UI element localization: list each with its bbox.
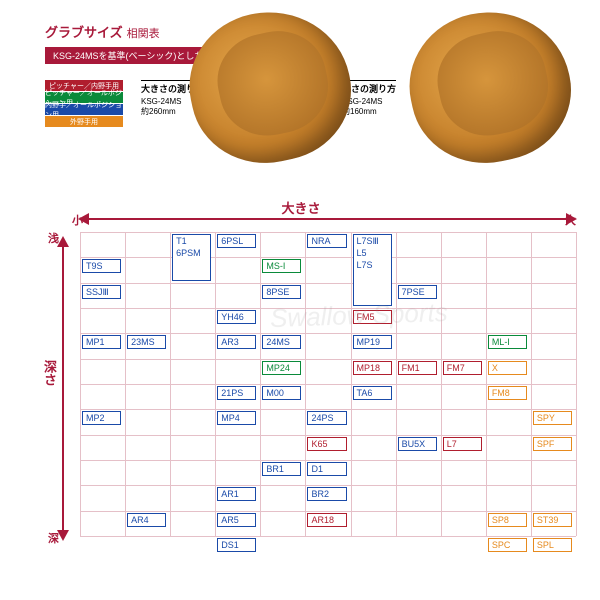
- chart-item: BU5X: [398, 437, 437, 451]
- chart-item: SSJⅢ: [82, 285, 121, 299]
- chart-item: 6PSL: [217, 234, 256, 248]
- chart-item: NRA: [307, 234, 346, 248]
- chart-item: D1: [307, 462, 346, 476]
- chart-item: SPC: [488, 538, 527, 552]
- legend-row: 外野手用: [45, 116, 123, 127]
- chart-item: DS1: [217, 538, 256, 552]
- glove-depth: [396, 0, 584, 177]
- chart-item: M00: [262, 386, 301, 400]
- chart-item: 21PS: [217, 386, 256, 400]
- chart-item: AR1: [217, 487, 256, 501]
- chart-item: FM1: [398, 361, 437, 375]
- chart-item: AR5: [217, 513, 256, 527]
- chart-item: AR3: [217, 335, 256, 349]
- chart-item: MP1: [82, 335, 121, 349]
- chart-item: BR1: [262, 462, 301, 476]
- measure-size-value: 約260mm: [141, 106, 176, 117]
- glove-size: [176, 0, 364, 177]
- chart-item: SPF: [533, 437, 572, 451]
- chart-item: BR2: [307, 487, 346, 501]
- x-arrow-right: [566, 213, 577, 225]
- chart-item: SPY: [533, 411, 572, 425]
- chart-item: TA6: [353, 386, 392, 400]
- x-axis-label: 大きさ: [281, 198, 320, 217]
- glove-images: [190, 12, 570, 162]
- chart-item: 24PS: [307, 411, 346, 425]
- chart-item: MP24: [262, 361, 301, 375]
- category-legend: ピッチャー／内野手用ピッチャー／オールポジション用内野手／オールポジション用外野…: [45, 80, 123, 127]
- chart-item: T9S: [82, 259, 121, 273]
- chart-item: FM7: [443, 361, 482, 375]
- chart-item: L7SⅢL5L7S: [353, 234, 392, 306]
- chart-item: 23MS: [127, 335, 166, 349]
- legend-row: 内野手／オールポジション用: [45, 104, 123, 115]
- legend-swatch: 外野手用: [45, 116, 123, 127]
- chart-item: 8PSE: [262, 285, 301, 299]
- chart-item: MP18: [353, 361, 392, 375]
- title-sub: 相関表: [127, 28, 160, 40]
- chart-item: L7: [443, 437, 482, 451]
- legend-swatch: 内野手／オールポジション用: [45, 104, 123, 115]
- chart-item: MP4: [217, 411, 256, 425]
- x-arrow-left: [78, 213, 89, 225]
- chart-item: T16PSM: [172, 234, 211, 281]
- chart-item: K65: [307, 437, 346, 451]
- chart-item: FM8: [488, 386, 527, 400]
- chart-item: MS-I: [262, 259, 301, 273]
- chart-item: MP19: [353, 335, 392, 349]
- y-axis-line: [62, 246, 64, 530]
- y-arrow-up: [57, 236, 69, 247]
- chart-item: 24MS: [262, 335, 301, 349]
- y-arrow-down: [57, 530, 69, 541]
- chart-item: SP8: [488, 513, 527, 527]
- y-axis-label: 深さ: [40, 360, 59, 386]
- chart-item: FM5: [353, 310, 392, 324]
- x-axis-line: [88, 218, 566, 220]
- chart-item: AR4: [127, 513, 166, 527]
- chart-item: MP2: [82, 411, 121, 425]
- chart-item: ST39: [533, 513, 572, 527]
- title-main: グラブサイズ: [45, 25, 123, 40]
- measure-size-model: KSG-24MS: [141, 97, 181, 106]
- size-depth-chart: 大きさ 小 大 浅 深さ 深 T16PSM6PSLNRAT9SMS-IL7SⅢL…: [18, 200, 584, 560]
- chart-item: 7PSE: [398, 285, 437, 299]
- chart-item: SPL: [533, 538, 572, 552]
- chart-item: ML-I: [488, 335, 527, 349]
- chart-item: AR18: [307, 513, 346, 527]
- chart-item: X: [488, 361, 527, 375]
- chart-item: YH46: [217, 310, 256, 324]
- chart-grid: T16PSM 6PSL NRA T9S MS-I L7SⅢL5L7S 7PSE SSJⅢ 8PS…: [80, 232, 576, 536]
